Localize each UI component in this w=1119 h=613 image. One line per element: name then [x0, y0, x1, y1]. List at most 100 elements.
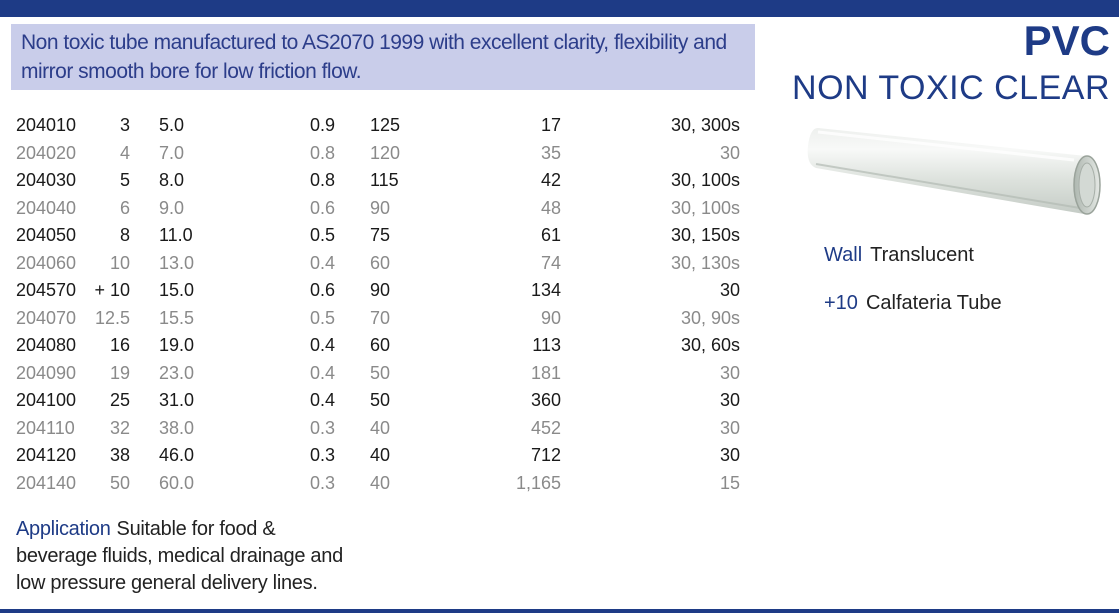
- part-code-cell: 204050: [16, 225, 77, 245]
- working-pressure-cell: 40: [370, 472, 391, 493]
- weight-cell: 360: [530, 390, 561, 410]
- working-pressure-cell: 115: [370, 170, 399, 190]
- inside-diameter-cell: 6: [119, 197, 130, 218]
- coil-lengths-cell: 30: [719, 280, 740, 300]
- outside-diameter-cell: 31.0: [159, 390, 195, 410]
- coil-lengths-cell: 30: [719, 417, 740, 438]
- outside-diameter-cell: 11.0: [159, 225, 193, 245]
- working-pressure-cell: 120: [370, 142, 401, 163]
- weight-cell: 42: [540, 170, 561, 190]
- legend-wall-key: Wall: [824, 244, 863, 266]
- top-rule: [0, 0, 1119, 17]
- coil-lengths-cell: 30, 60s: [680, 335, 740, 355]
- working-pressure-cell: 50: [370, 390, 391, 410]
- wall-thickness-cell: 0.8: [309, 142, 335, 163]
- outside-diameter-cell: 15.5: [159, 307, 195, 328]
- coil-lengths-cell: 30: [719, 362, 740, 383]
- part-code-cell: 204090: [16, 362, 77, 383]
- coil-lengths-cell: 30, 100s: [670, 170, 740, 190]
- working-pressure-cell: 75: [370, 225, 391, 245]
- inside-diameter-cell: 3: [119, 115, 130, 135]
- weight-cell: 452: [530, 417, 561, 438]
- part-code-cell: 204040: [16, 197, 77, 218]
- tube-image: [807, 128, 1101, 215]
- inside-diameter-cell: + 10: [94, 280, 130, 300]
- bottom-rule: [0, 609, 1119, 613]
- inside-diameter-cell: 19: [109, 362, 130, 383]
- part-code-cell: 204060: [16, 252, 77, 273]
- weight-cell: 90: [540, 307, 561, 328]
- part-code-cell: 204030: [16, 170, 77, 190]
- intro-text: Non toxic tube manufactured to AS2070 19…: [21, 31, 727, 83]
- inside-diameter-cell: 38: [109, 445, 130, 465]
- product-heading: PVC NON TOXIC CLEAR: [780, 18, 1110, 108]
- outside-diameter-cell: 9.0: [159, 197, 185, 218]
- wall-thickness-cell: 0.3: [309, 472, 335, 493]
- part-code-cell: 204070: [16, 307, 77, 328]
- application-note: Application Suitable for food & beverage …: [16, 516, 356, 597]
- working-pressure-cell: 60: [370, 335, 391, 355]
- coil-lengths-cell: 30: [719, 445, 740, 465]
- legend-plus10-key: +10: [824, 292, 858, 314]
- wall-thickness-cell: 0.5: [309, 225, 335, 245]
- part-code-cell: 204100: [16, 390, 77, 410]
- working-pressure-cell: 125: [370, 115, 401, 135]
- working-pressure-cell: 60: [370, 252, 391, 273]
- part-code-cell: 204020: [16, 142, 77, 163]
- coil-lengths-cell: 30: [719, 390, 740, 410]
- outside-diameter-cell: 60.0: [159, 472, 195, 493]
- outside-diameter-cell: 13.0: [159, 252, 195, 273]
- weight-cell: 1,165: [515, 472, 561, 493]
- inside-diameter-cell: 10: [109, 252, 130, 273]
- legend-plus10: +10 Calfateria Tube: [824, 291, 1002, 315]
- inside-diameter-cell: 5: [119, 170, 130, 190]
- outside-diameter-cell: 19.0: [159, 335, 195, 355]
- part-code-cell: 204140: [16, 472, 77, 493]
- outside-diameter-cell: 46.0: [159, 445, 195, 465]
- inside-diameter-cell: 16: [109, 335, 130, 355]
- weight-cell: 134: [530, 280, 561, 300]
- wall-thickness-cell: 0.6: [309, 280, 335, 300]
- outside-diameter-cell: 23.0: [159, 362, 195, 383]
- wall-thickness-cell: 0.5: [309, 307, 335, 328]
- wall-thickness-cell: 0.4: [309, 362, 335, 383]
- weight-cell: 181: [530, 362, 561, 383]
- coil-lengths-cell: 30, 90s: [680, 307, 740, 328]
- legend-plus10-value: Calfateria Tube: [865, 292, 1002, 314]
- intro-banner: Non toxic tube manufactured to AS2070 19…: [11, 24, 755, 90]
- weight-cell: 113: [532, 335, 561, 355]
- inside-diameter-cell: 12.5: [94, 307, 130, 328]
- part-code-cell: 204120: [16, 445, 77, 465]
- working-pressure-cell: 90: [370, 280, 391, 300]
- coil-lengths-cell: 30, 130s: [670, 252, 740, 273]
- application-key: Application: [16, 518, 111, 540]
- weight-cell: 48: [540, 197, 561, 218]
- coil-lengths-cell: 30, 300s: [670, 115, 740, 135]
- working-pressure-cell: 40: [370, 417, 391, 438]
- outside-diameter-cell: 5.0: [159, 115, 185, 135]
- outside-diameter-cell: 7.0: [159, 142, 185, 163]
- weight-cell: 74: [540, 252, 561, 273]
- working-pressure-cell: 70: [370, 307, 391, 328]
- coil-lengths-cell: 30, 150s: [670, 225, 740, 245]
- working-pressure-cell: 90: [370, 197, 391, 218]
- wall-thickness-cell: 0.4: [309, 252, 335, 273]
- wall-thickness-cell: 0.6: [309, 197, 335, 218]
- wall-thickness-cell: 0.8: [309, 170, 335, 190]
- part-code-cell: 204010: [16, 115, 77, 135]
- coil-lengths-cell: 30: [719, 142, 740, 163]
- weight-cell: 35: [540, 142, 561, 163]
- inside-diameter-cell: 25: [109, 390, 130, 410]
- wall-thickness-cell: 0.3: [309, 445, 335, 465]
- product-title: PVC: [1023, 17, 1110, 64]
- coil-lengths-cell: 15: [719, 472, 740, 493]
- weight-cell: 17: [540, 115, 561, 135]
- legend-wall: Wall Translucent: [824, 243, 974, 267]
- wall-thickness-cell: 0.4: [309, 390, 335, 410]
- part-code-cell: 204080: [16, 335, 77, 355]
- inside-diameter-cell: 50: [109, 472, 130, 493]
- part-code-cell: 204110: [16, 417, 75, 438]
- wall-thickness-cell: 0.4: [309, 335, 335, 355]
- part-code-cell: 204570: [16, 280, 77, 300]
- inside-diameter-cell: 32: [109, 417, 130, 438]
